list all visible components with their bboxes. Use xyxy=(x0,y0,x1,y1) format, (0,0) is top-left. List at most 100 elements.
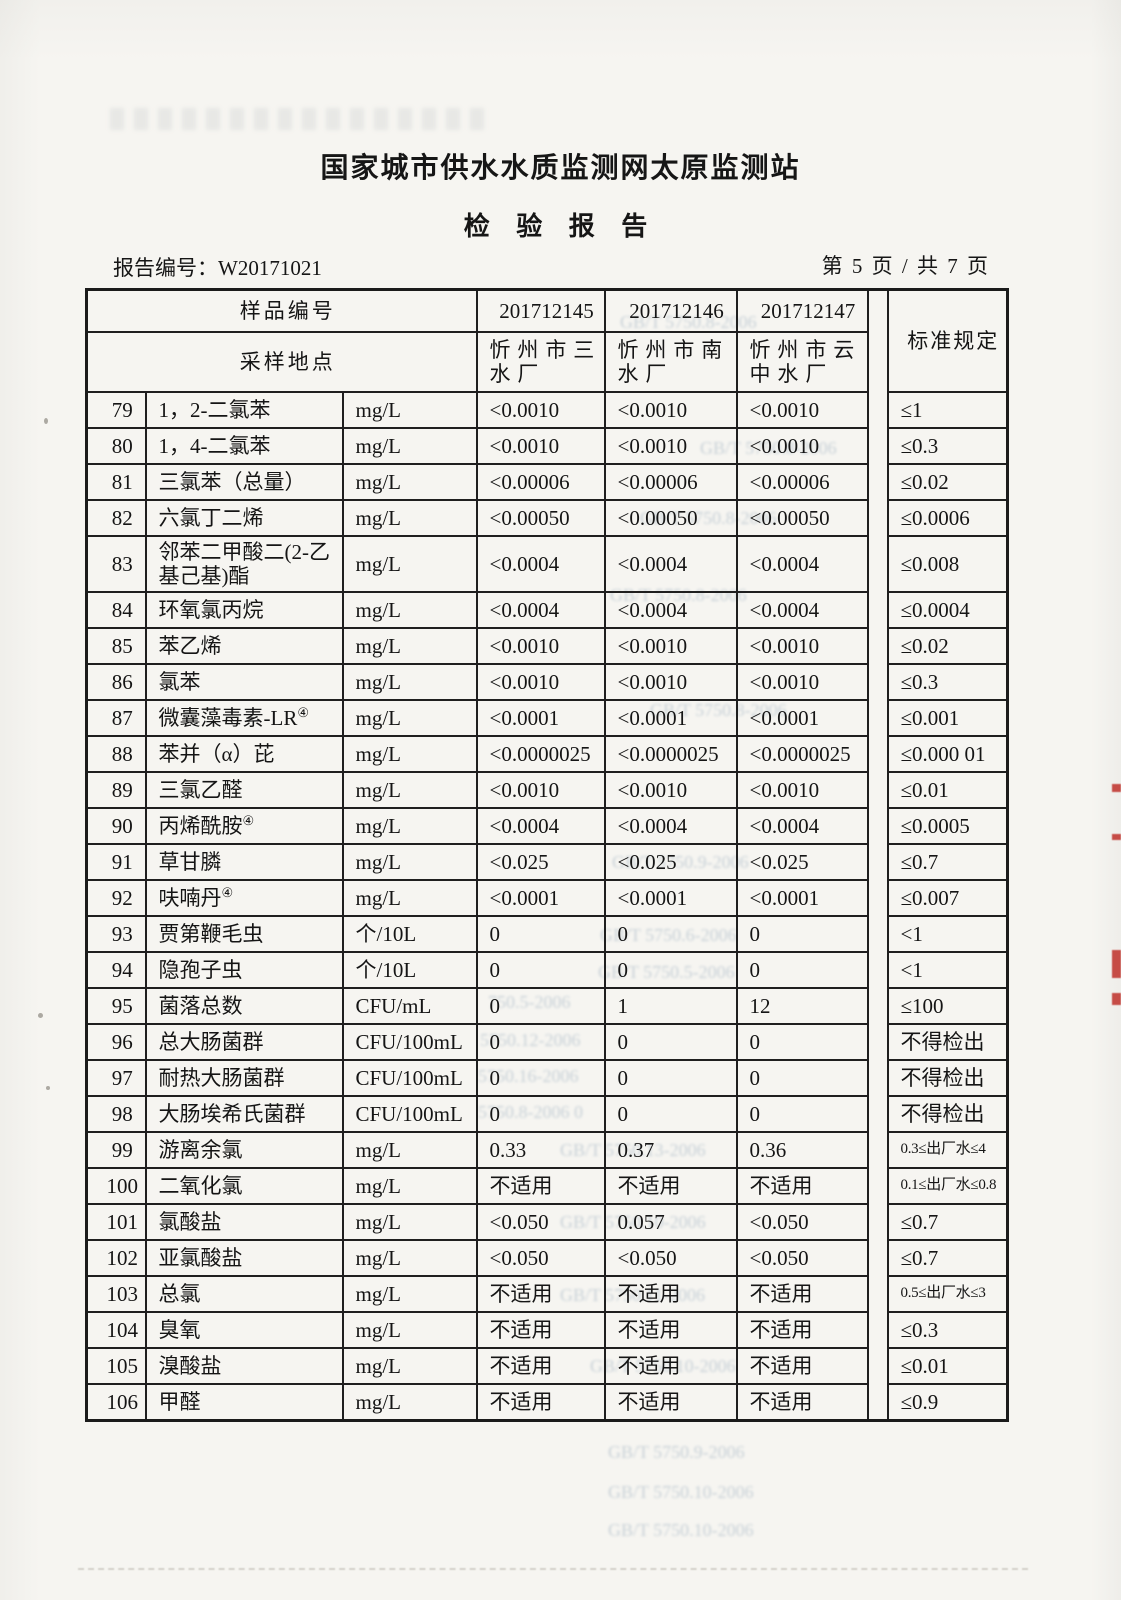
item-name-text: 隐孢子虫 xyxy=(158,957,243,982)
value-sample-3: 不适用 xyxy=(735,1347,869,1385)
value-sample-3: 0.36 xyxy=(735,1131,869,1169)
row-number: 105 xyxy=(85,1347,147,1385)
red-edge-mark xyxy=(1112,834,1121,840)
value-sample-1: 不适用 xyxy=(475,1383,606,1422)
item-name-text: 臭氧 xyxy=(158,1317,201,1342)
table-row: 101 氯酸盐 mg/L <0.050 0.057 <0.050 ≤0.7 xyxy=(85,1203,1009,1241)
standard-limit: 不得检出 xyxy=(886,1095,1009,1133)
value-sample-2: <0.0010 xyxy=(603,771,738,809)
standard-limit: ≤0.9 xyxy=(886,1383,1009,1422)
unit: mg/L xyxy=(341,463,478,501)
unit: mg/L xyxy=(341,663,478,701)
item-name-text: 甲醛 xyxy=(158,1389,201,1414)
value-sample-3: <0.0001 xyxy=(735,879,869,917)
value-sample-3: <0.0010 xyxy=(735,427,869,465)
item-name-text: 菌落总数 xyxy=(158,993,243,1018)
value-sample-3: <0.050 xyxy=(735,1239,869,1277)
value-sample-1: 0.33 xyxy=(475,1131,606,1169)
value-sample-1: 不适用 xyxy=(475,1167,606,1205)
unit: mg/L xyxy=(341,535,478,593)
item-name-text: 三氯苯（总量） xyxy=(158,469,306,494)
row-number: 96 xyxy=(85,1023,147,1061)
standard-limit: ≤0.0006 xyxy=(886,499,1009,537)
item-name: 氯苯 xyxy=(144,663,344,701)
value-sample-2: <0.0004 xyxy=(603,807,738,845)
unit: mg/L xyxy=(341,1311,478,1349)
table-row: 103 总氯 mg/L 不适用 不适用 不适用 0.5≤出厂水≤3 xyxy=(85,1275,1009,1313)
value-sample-1: <0.0001 xyxy=(475,699,606,737)
row-number: 89 xyxy=(85,771,147,809)
gutter-column xyxy=(866,288,889,1422)
value-sample-3: <0.00050 xyxy=(735,499,869,537)
item-name: 三氯苯（总量） xyxy=(144,463,344,501)
item-name-text: 贾第鞭毛虫 xyxy=(158,921,264,946)
report-number-label: 报告编号： xyxy=(113,256,218,280)
value-sample-3: 0 xyxy=(735,1095,869,1133)
item-name: 贾第鞭毛虫 xyxy=(144,915,344,953)
item-name: 菌落总数 xyxy=(144,987,344,1025)
item-name-text: 氯苯 xyxy=(158,669,201,694)
scan-speck xyxy=(38,1013,43,1018)
item-name: 氯酸盐 xyxy=(144,1203,344,1241)
standard-limit: ≤0.02 xyxy=(886,463,1009,501)
item-name-text: 溴酸盐 xyxy=(158,1353,222,1378)
standard-limit: ≤0.3 xyxy=(886,1311,1009,1349)
unit: CFU/mL xyxy=(341,987,478,1025)
table-row: 86 氯苯 mg/L <0.0010 <0.0010 <0.0010 ≤0.3 xyxy=(85,663,1009,701)
item-name-text: 亚氯酸盐 xyxy=(158,1245,243,1270)
table-row: 89 三氯乙醛 mg/L <0.0010 <0.0010 <0.0010 ≤0.01 xyxy=(85,771,1009,809)
item-name-text: 呋喃丹 xyxy=(158,885,222,910)
value-sample-2: 0 xyxy=(603,1095,738,1133)
scan-speck xyxy=(44,418,48,424)
item-name: 丙烯酰胺④ xyxy=(144,807,344,845)
standard-limit-header: 标准规定 xyxy=(886,288,1009,393)
value-sample-1: <0.0010 xyxy=(475,771,606,809)
results-table: 样品编号 201712145 201712146 201712147 标准规定 … xyxy=(85,288,1009,1422)
value-sample-3: <0.0004 xyxy=(735,535,869,593)
item-name: 耐热大肠菌群 xyxy=(144,1059,344,1097)
row-number: 106 xyxy=(85,1383,147,1422)
value-sample-2: <0.0004 xyxy=(603,591,738,629)
standard-limit: ≤0.0005 xyxy=(886,807,1009,845)
value-sample-3: <0.0010 xyxy=(735,391,869,429)
page-indicator: 第 5 页 / 共 7 页 xyxy=(821,254,990,278)
value-sample-1: 0 xyxy=(475,915,606,953)
item-name-text: 三氯乙醛 xyxy=(158,777,243,802)
value-sample-1: <0.0010 xyxy=(475,427,606,465)
item-name-text: 苯乙烯 xyxy=(158,633,222,658)
value-sample-2: 0.057 xyxy=(603,1203,738,1241)
row-number: 97 xyxy=(85,1059,147,1097)
row-number: 79 xyxy=(85,391,147,429)
value-sample-1: <0.0004 xyxy=(475,807,606,845)
item-name-text: 游离余氯 xyxy=(158,1137,243,1162)
row-number: 82 xyxy=(85,499,147,537)
value-sample-1: 不适用 xyxy=(475,1275,606,1313)
value-sample-1: <0.0010 xyxy=(475,627,606,665)
standard-limit: ≤0.007 xyxy=(886,879,1009,917)
table-row: 79 1，2-二氯苯 mg/L <0.0010 <0.0010 <0.0010 ≤1 xyxy=(85,391,1009,429)
report-number-value: W20171021 xyxy=(218,256,322,280)
standard-limit: <1 xyxy=(886,951,1009,989)
item-name: 草甘膦 xyxy=(144,843,344,881)
row-number: 95 xyxy=(85,987,147,1025)
value-sample-3: 不适用 xyxy=(735,1275,869,1313)
value-sample-2: 不适用 xyxy=(603,1275,738,1313)
item-name: 溴酸盐 xyxy=(144,1347,344,1385)
item-name: 隐孢子虫 xyxy=(144,951,344,989)
row-number: 85 xyxy=(85,627,147,665)
item-name-text: 1，4-二氯苯 xyxy=(158,433,271,458)
table-row: 93 贾第鞭毛虫 个/10L 0 0 0 <1 xyxy=(85,915,1009,953)
standard-limit: 不得检出 xyxy=(886,1059,1009,1097)
bleed-through-text: GB/T 5750.10-2006 xyxy=(608,1520,754,1540)
value-sample-2: 不适用 xyxy=(603,1347,738,1385)
value-sample-3: <0.0000025 xyxy=(735,735,869,773)
item-name-text: 草甘膦 xyxy=(158,849,222,874)
unit: mg/L xyxy=(341,879,478,917)
table-row: 102 亚氯酸盐 mg/L <0.050 <0.050 <0.050 ≤0.7 xyxy=(85,1239,1009,1277)
unit: mg/L xyxy=(341,843,478,881)
item-name: 微囊藻毒素-LR④ xyxy=(144,699,344,737)
value-sample-2: <0.0010 xyxy=(603,627,738,665)
value-sample-1: <0.0010 xyxy=(475,663,606,701)
row-number: 101 xyxy=(85,1203,147,1241)
standard-limit: 0.3≤出厂水≤4 xyxy=(886,1131,1009,1169)
